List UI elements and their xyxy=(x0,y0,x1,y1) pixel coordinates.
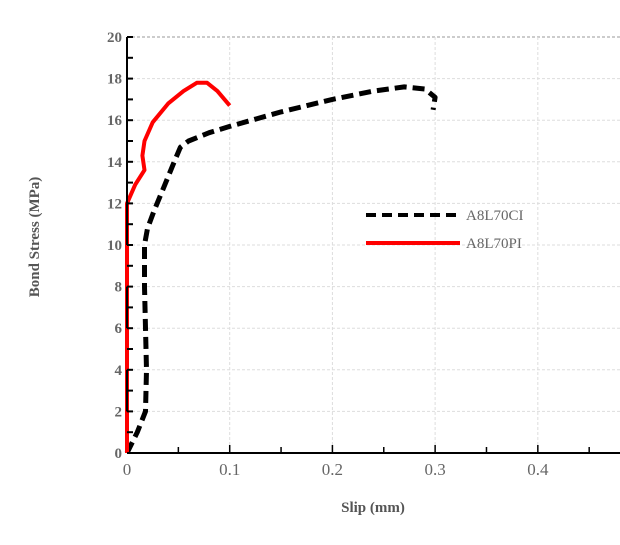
legend-label-a8l70ci: A8L70CI xyxy=(466,208,524,224)
y-tick-label: 6 xyxy=(115,321,123,337)
series-line-a8l70ci xyxy=(124,84,438,455)
y-tick-label: 10 xyxy=(107,238,122,254)
y-axis-label: Bond Stress (MPa) xyxy=(27,177,43,298)
x-tick-label: 0.1 xyxy=(219,460,240,479)
x-axis-label: Slip (mm) xyxy=(341,500,405,516)
y-tick-label: 4 xyxy=(115,363,123,379)
y-tick-label: 16 xyxy=(107,113,123,129)
legend-label-a8l70pi: A8L70PI xyxy=(466,236,522,252)
y-tick-label: 18 xyxy=(107,72,122,88)
y-tick-label: 20 xyxy=(107,30,122,46)
x-tick-label: 0.3 xyxy=(425,460,446,479)
x-tick-label: 0 xyxy=(123,460,132,479)
y-tick-label: 2 xyxy=(115,404,123,420)
axes xyxy=(126,36,620,454)
series-layer xyxy=(124,80,438,455)
legend: A8L70CI A8L70PI xyxy=(366,208,524,252)
y-tick-label: 12 xyxy=(107,196,122,212)
y-tick-label: 8 xyxy=(115,280,123,296)
y-tick-label: 0 xyxy=(115,446,123,462)
y-tick-label: 14 xyxy=(107,155,123,171)
tick-labels: 0 2 4 6 8 10 12 14 16 18 20 0 0.1 0.2 0.3 0.4 xyxy=(107,30,549,479)
x-tick-label: 0.4 xyxy=(527,460,549,479)
series-line-a8l70pi xyxy=(125,80,232,453)
x-tick-label: 0.2 xyxy=(322,460,343,479)
